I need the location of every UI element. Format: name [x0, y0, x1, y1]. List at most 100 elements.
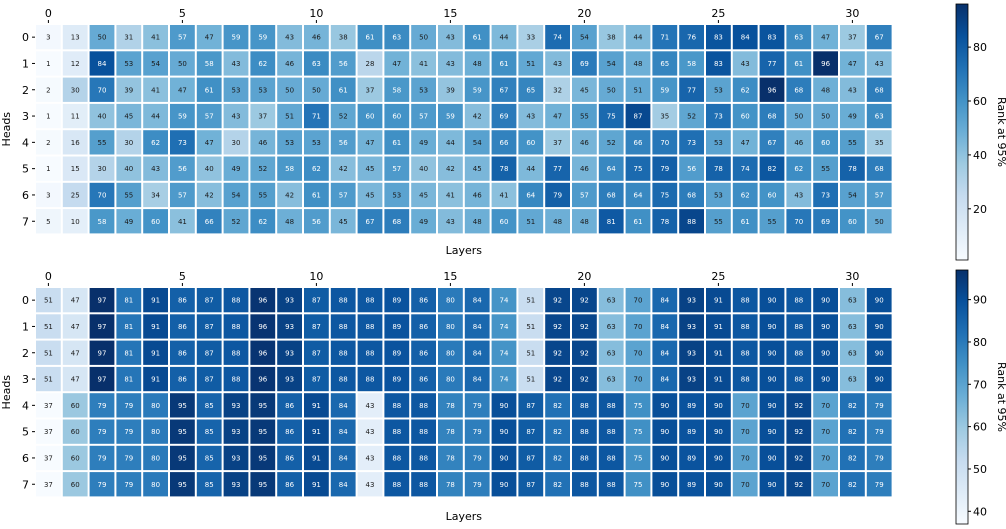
- cell-value-label: 88: [741, 297, 750, 305]
- heatmap-cell: [223, 340, 249, 365]
- y-tick-label: 3: [22, 373, 29, 386]
- cell-value-label: 55: [821, 165, 830, 173]
- cell-value-label: 60: [848, 218, 857, 226]
- cell-value-label: 79: [98, 454, 107, 462]
- heatmap-cell: [116, 25, 142, 50]
- cell-value-label: 90: [660, 402, 669, 410]
- cell-value-label: 91: [714, 349, 723, 357]
- heatmap-cell: [277, 156, 302, 181]
- heatmap-cell: [170, 130, 195, 155]
- heatmap-cell: [732, 288, 758, 313]
- cell-value-label: 49: [419, 139, 428, 147]
- heatmap-cell: [438, 366, 463, 392]
- heatmap-cell: [491, 445, 517, 471]
- cell-value-label: 56: [339, 139, 348, 147]
- heatmap-cell: [116, 51, 142, 76]
- heatmap-cell: [866, 156, 892, 181]
- heatmap-cell: [652, 209, 678, 234]
- heatmap-cell: [464, 472, 490, 497]
- cell-value-label: 79: [473, 428, 482, 436]
- cell-value-label: 13: [71, 34, 80, 42]
- cell-value-label: 50: [98, 34, 107, 42]
- cell-value-label: 68: [607, 191, 616, 199]
- cell-value-label: 91: [151, 349, 160, 357]
- cell-value-label: 91: [312, 402, 321, 410]
- heatmap-cell: [759, 130, 785, 155]
- cell-value-label: 48: [473, 60, 482, 68]
- cell-value-label: 88: [232, 349, 241, 357]
- cell-value-label: 43: [741, 60, 750, 68]
- heatmap-cell: [170, 25, 195, 50]
- heatmap-cell: [357, 77, 383, 102]
- cell-value-label: 54: [848, 191, 857, 199]
- cell-value-label: 60: [821, 139, 830, 147]
- cell-value-label: 59: [232, 34, 241, 42]
- heatmap-cell: [36, 288, 61, 313]
- cell-value-label: 88: [794, 349, 803, 357]
- cell-value-label: 78: [848, 165, 857, 173]
- heatmap-cell: [143, 472, 168, 497]
- heatmap-cell: [277, 103, 302, 129]
- cell-value-label: 50: [178, 60, 187, 68]
- cell-value-label: 62: [794, 165, 803, 173]
- cell-value-label: 91: [312, 428, 321, 436]
- heatmap-cell: [330, 366, 356, 392]
- heatmap-cell: [625, 130, 651, 155]
- cell-value-label: 45: [473, 165, 482, 173]
- heatmap-cell: [36, 182, 61, 208]
- heatmap-cell: [706, 103, 731, 129]
- heatmap-cell: [250, 419, 276, 444]
- heatmap-cell: [384, 130, 410, 155]
- cell-value-label: 66: [634, 139, 643, 147]
- heatmap-cell: [759, 314, 785, 339]
- cell-value-label: 75: [660, 191, 669, 199]
- heatmap-cell: [89, 51, 115, 76]
- heatmap-cell: [277, 25, 302, 50]
- cell-value-label: 87: [526, 402, 535, 410]
- cell-value-label: 78: [500, 165, 509, 173]
- colorbar-tick-label: 40: [973, 149, 987, 162]
- heatmap-cell: [572, 419, 597, 444]
- cell-value-label: 48: [473, 218, 482, 226]
- cell-value-label: 57: [178, 34, 187, 42]
- cell-value-label: 63: [607, 349, 616, 357]
- cell-value-label: 84: [473, 349, 482, 357]
- cell-value-label: 50: [285, 86, 294, 94]
- cell-value-label: 57: [580, 191, 589, 199]
- heatmap-cell: [545, 103, 570, 129]
- cell-value-label: 84: [660, 323, 669, 331]
- cell-value-label: 88: [419, 481, 428, 489]
- heatmap-cell: [840, 288, 865, 313]
- heatmap-cell: [384, 445, 410, 471]
- cell-value-label: 83: [714, 60, 723, 68]
- x-tick-label: 15: [443, 7, 457, 20]
- heatmap-cell: [706, 209, 731, 234]
- cell-value-label: 82: [553, 454, 562, 462]
- cell-value-label: 37: [44, 454, 53, 462]
- heatmap-cell: [759, 156, 785, 181]
- cell-value-label: 69: [821, 218, 830, 226]
- cell-value-label: 51: [634, 86, 643, 94]
- heatmap-cell: [304, 340, 329, 365]
- heatmap-cell: [813, 103, 838, 129]
- cell-value-label: 73: [178, 139, 187, 147]
- heatmap-cell: [438, 472, 463, 497]
- colorbar-tick-label: 80: [973, 336, 987, 349]
- cell-value-label: 61: [392, 139, 401, 147]
- heatmap-cell: [250, 445, 276, 471]
- cell-value-label: 51: [526, 349, 535, 357]
- cell-value-label: 45: [366, 191, 375, 199]
- y-tick-label: 0: [22, 31, 29, 44]
- heatmap-cell: [438, 25, 463, 50]
- heatmap-cell: [277, 209, 302, 234]
- cell-value-label: 43: [366, 481, 375, 489]
- x-tick-label: 10: [309, 7, 323, 20]
- cell-value-label: 88: [607, 454, 616, 462]
- heatmap-cell: [598, 340, 624, 365]
- heatmap-cell: [625, 340, 651, 365]
- heatmap-cell: [732, 156, 758, 181]
- heatmap-cell: [840, 182, 865, 208]
- heatmap-cell: [170, 472, 195, 497]
- cell-value-label: 60: [71, 481, 80, 489]
- heatmap-cell: [89, 209, 115, 234]
